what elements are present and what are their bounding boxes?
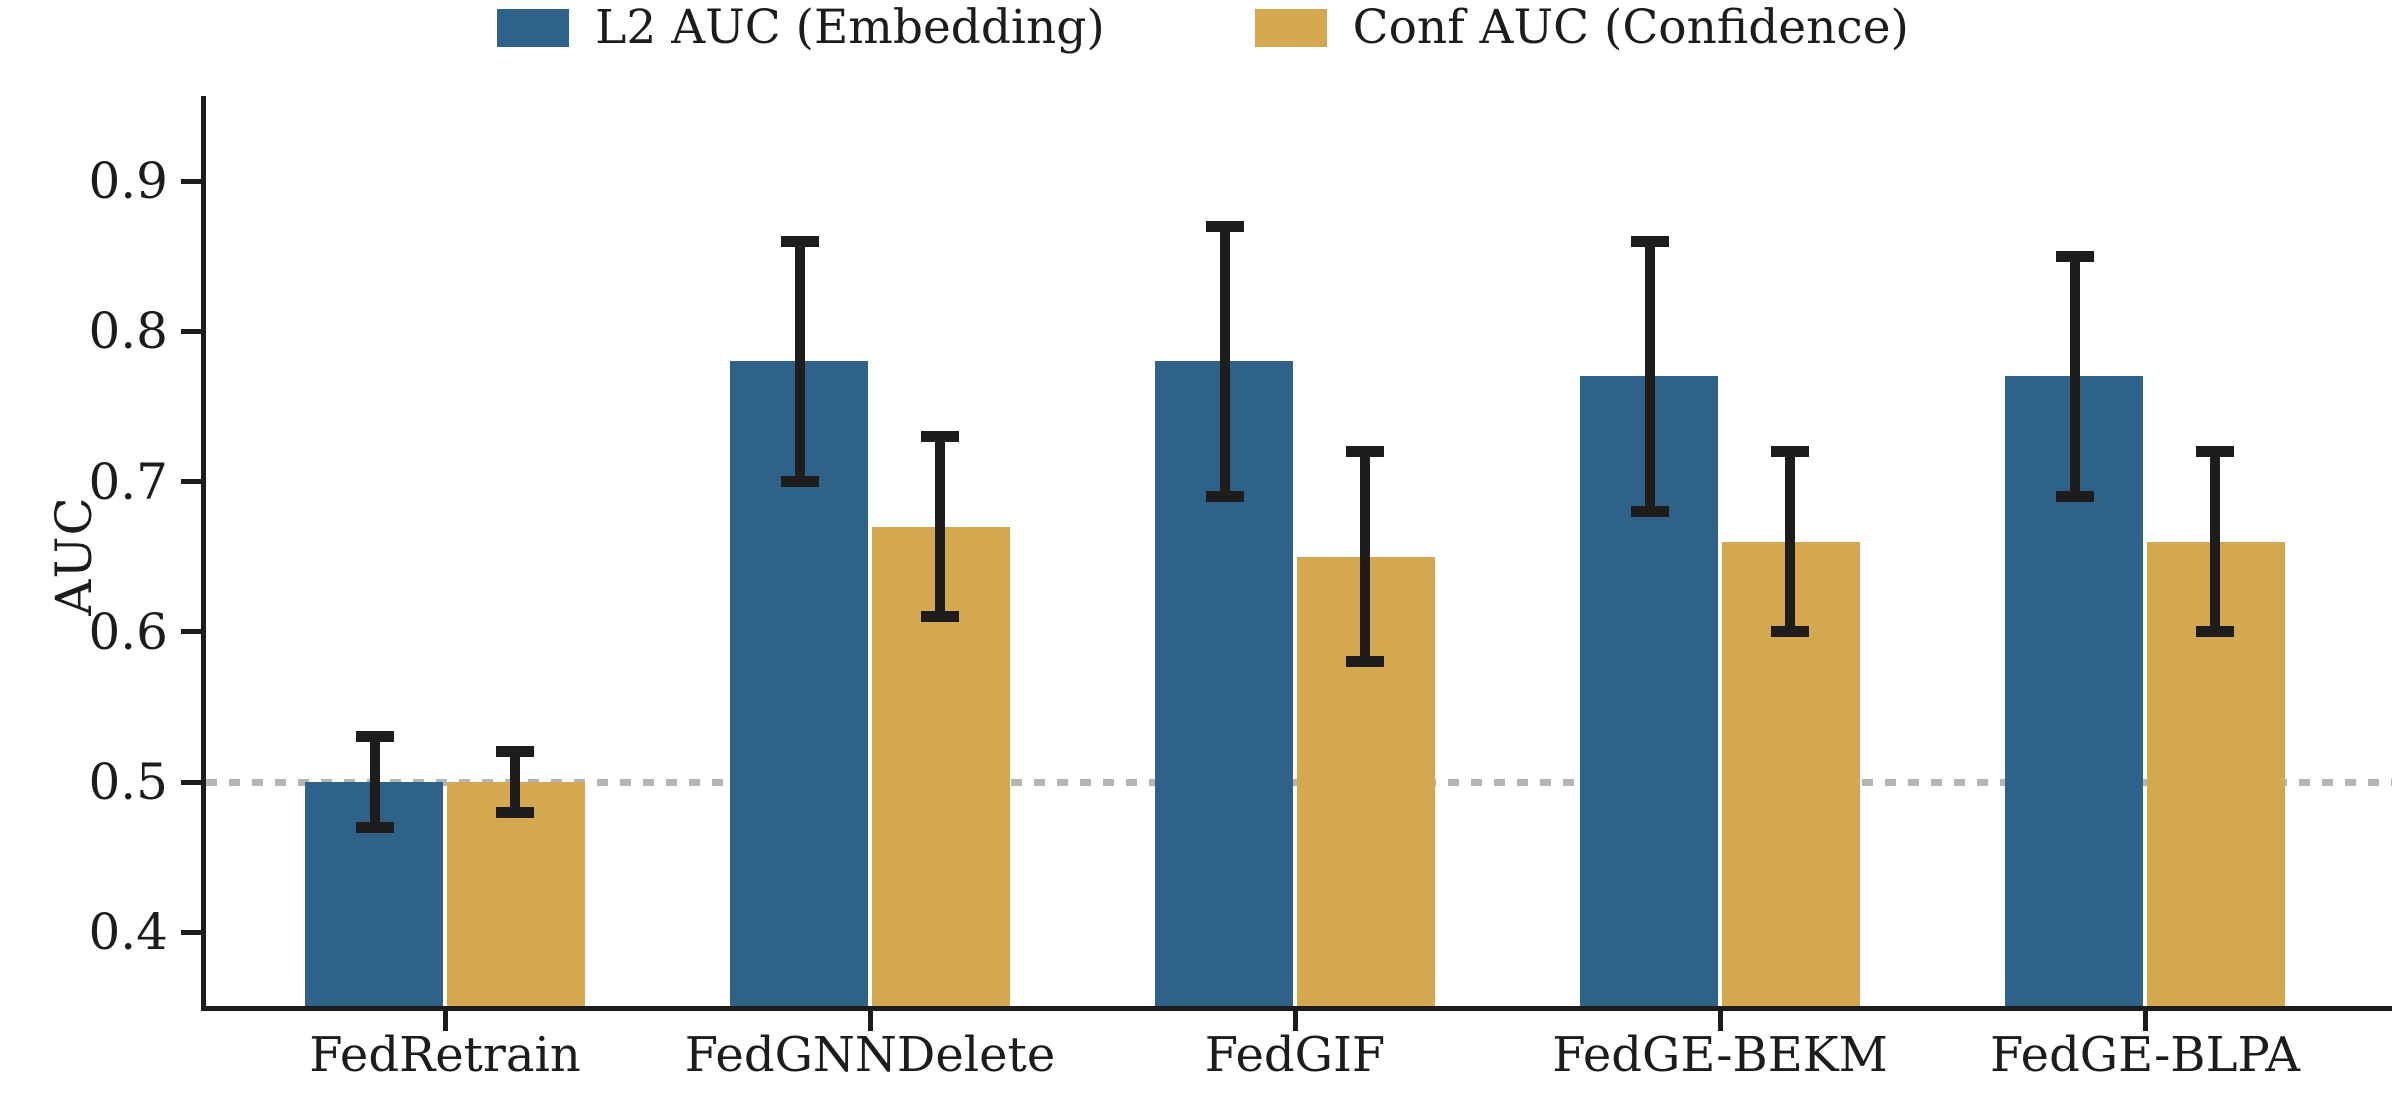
y-tick-label: 0.7 <box>88 452 168 511</box>
x-tick <box>1717 1011 1723 1031</box>
error-bar-cap-top <box>356 731 394 743</box>
x-tick <box>867 1011 873 1031</box>
y-tick-label: 0.6 <box>88 602 168 661</box>
error-bar-cap-bottom <box>356 821 394 833</box>
x-tick-label: FedGE-BEKM <box>1552 1027 1888 1083</box>
error-bar-cap-bottom <box>2056 491 2094 503</box>
y-tick <box>181 929 201 935</box>
y-axis-title: AUC <box>44 496 103 616</box>
error-bar-stem <box>935 436 945 617</box>
error-bar-cap-top <box>1771 445 1809 457</box>
error-bar-stem <box>1645 241 1655 512</box>
error-bar-cap-top <box>2196 445 2234 457</box>
legend-swatch-l2-auc <box>497 8 570 47</box>
y-tick-label: 0.9 <box>88 152 168 211</box>
error-bar-stem <box>370 736 380 828</box>
error-bar-stem <box>2210 451 2220 632</box>
y-tick-label: 0.8 <box>88 302 168 361</box>
x-tick-label: FedGE-BLPA <box>1989 1027 2300 1083</box>
error-bar-stem <box>1785 451 1795 632</box>
error-bar-cap-top <box>496 746 534 758</box>
y-tick <box>181 178 201 184</box>
y-tick <box>181 328 201 334</box>
x-tick-label: FedGNNDelete <box>684 1027 1056 1083</box>
error-bar-cap-top <box>921 430 959 442</box>
error-bar-stem <box>1360 451 1370 662</box>
error-bar-cap-top <box>1346 445 1384 457</box>
y-tick-label: 0.4 <box>88 903 168 962</box>
x-tick-label: FedRetrain <box>309 1027 581 1083</box>
x-tick-label: FedGIF <box>1204 1027 1386 1083</box>
legend-item-l2-auc: L2 AUC (Embedding) <box>497 4 1105 51</box>
error-bar-cap-bottom <box>921 611 959 623</box>
y-tick <box>181 629 201 635</box>
legend-label-l2-auc: L2 AUC (Embedding) <box>595 0 1105 55</box>
error-bar-stem <box>795 241 805 482</box>
x-tick <box>2142 1011 2148 1031</box>
error-bar-cap-bottom <box>1206 491 1244 503</box>
legend-label-conf-auc: Conf AUC (Confidence) <box>1352 0 1909 55</box>
error-bar-cap-bottom <box>2196 626 2234 638</box>
error-bar-cap-bottom <box>1771 626 1809 638</box>
error-bar-cap-top <box>1206 220 1244 232</box>
legend: L2 AUC (Embedding) Conf AUC (Confidence) <box>0 4 2406 51</box>
bottom-spine <box>201 1006 2392 1011</box>
error-bar-cap-top <box>2056 250 2094 262</box>
legend-swatch-conf-auc <box>1254 8 1327 47</box>
y-tick <box>181 779 201 785</box>
error-bar-cap-bottom <box>781 476 819 488</box>
error-bar-cap-top <box>1631 235 1669 247</box>
y-tick <box>181 479 201 485</box>
error-bar-stem <box>1220 226 1230 497</box>
error-bar-cap-bottom <box>1631 506 1669 518</box>
error-bar-cap-bottom <box>1346 656 1384 668</box>
error-bar-stem <box>510 751 520 813</box>
left-spine <box>201 96 206 1011</box>
error-bar-stem <box>2070 256 2080 497</box>
x-tick <box>442 1011 448 1031</box>
x-tick <box>1292 1011 1298 1031</box>
y-tick-label: 0.5 <box>88 753 168 811</box>
bar-conf-fedretrain <box>447 782 585 1006</box>
error-bar-cap-top <box>781 235 819 247</box>
error-bar-cap-bottom <box>496 806 534 818</box>
legend-item-conf-auc: Conf AUC (Confidence) <box>1254 0 1909 55</box>
